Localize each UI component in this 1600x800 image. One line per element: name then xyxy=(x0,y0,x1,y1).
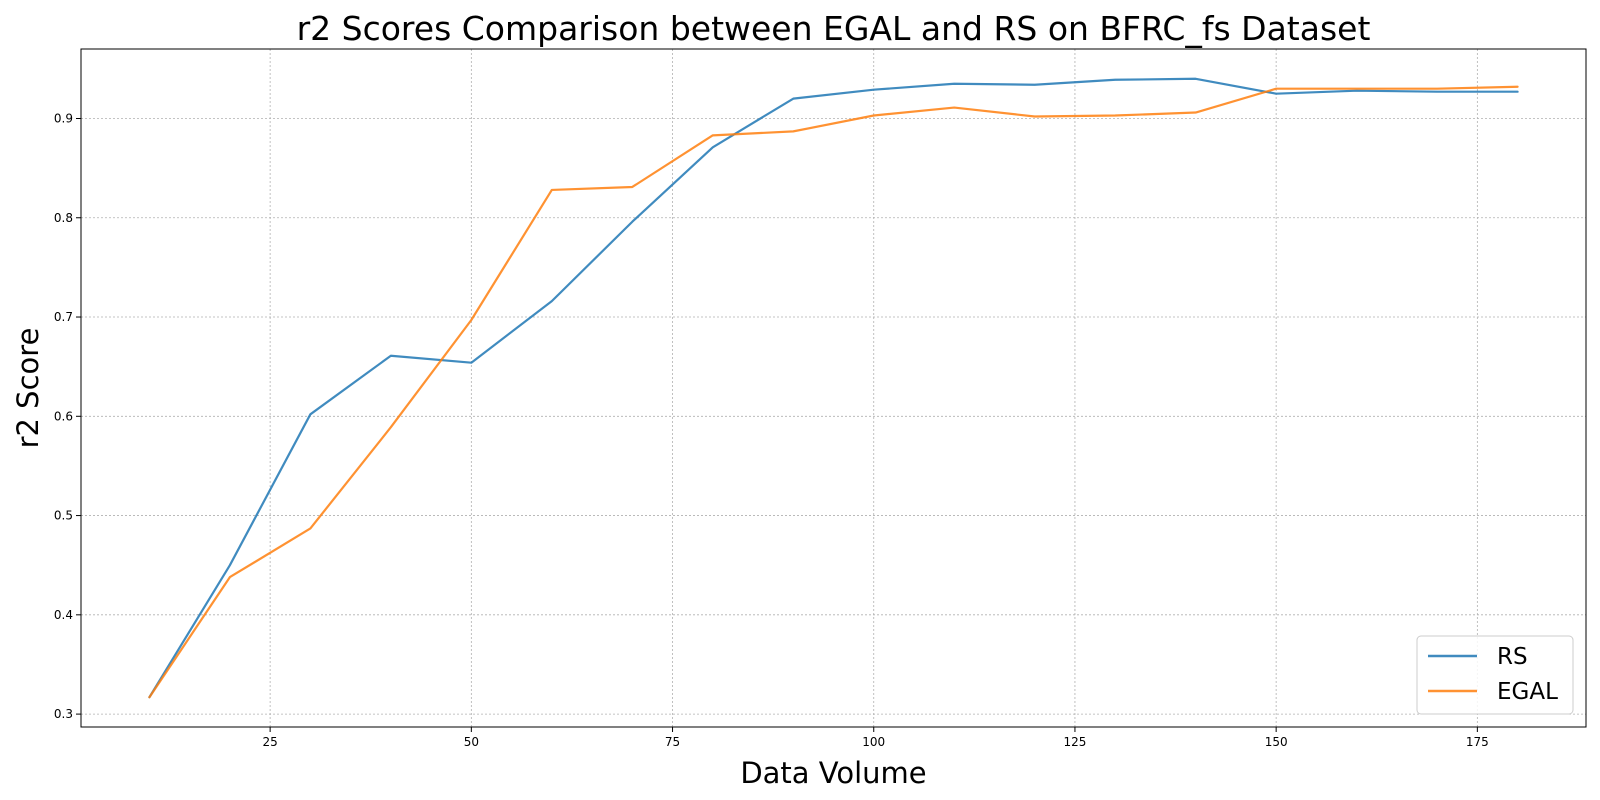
y-tick-label: 0.9 xyxy=(54,111,73,125)
x-tick-label: 125 xyxy=(1063,735,1086,749)
legend: RS EGAL xyxy=(1416,635,1574,715)
series-line-rs xyxy=(148,77,1519,699)
y-tick-label: 0.4 xyxy=(54,608,73,622)
legend-label-egal: EGAL xyxy=(1497,679,1558,705)
grid-lines xyxy=(81,49,1586,727)
y-tick-label: 0.3 xyxy=(54,707,73,721)
axis-ticks: 25 50 75 100 125 150 175 0.3 0.4 0.5 0.6 0.7 0.8 0.9 xyxy=(54,111,1489,749)
x-axis-label: Data Volume xyxy=(740,756,926,790)
plot-frame xyxy=(80,48,1587,728)
x-tick-label: 50 xyxy=(464,735,479,749)
y-tick-label: 0.5 xyxy=(54,509,73,523)
x-tick-label: 150 xyxy=(1265,735,1288,749)
chart-title: r2 Scores Comparison between EGAL and RS… xyxy=(297,9,1371,48)
legend-label-rs: RS xyxy=(1497,644,1528,670)
y-tick-label: 0.8 xyxy=(54,211,73,225)
x-tick-label: 75 xyxy=(665,735,680,749)
y-tick-label: 0.6 xyxy=(54,409,73,423)
series-lines xyxy=(148,77,1519,699)
y-axis-label: r2 Score xyxy=(11,328,45,449)
y-tick-label: 0.7 xyxy=(54,310,73,324)
series-line-egal xyxy=(148,85,1519,699)
x-tick-label: 175 xyxy=(1466,735,1489,749)
x-tick-label: 100 xyxy=(862,735,885,749)
x-tick-label: 25 xyxy=(262,735,277,749)
